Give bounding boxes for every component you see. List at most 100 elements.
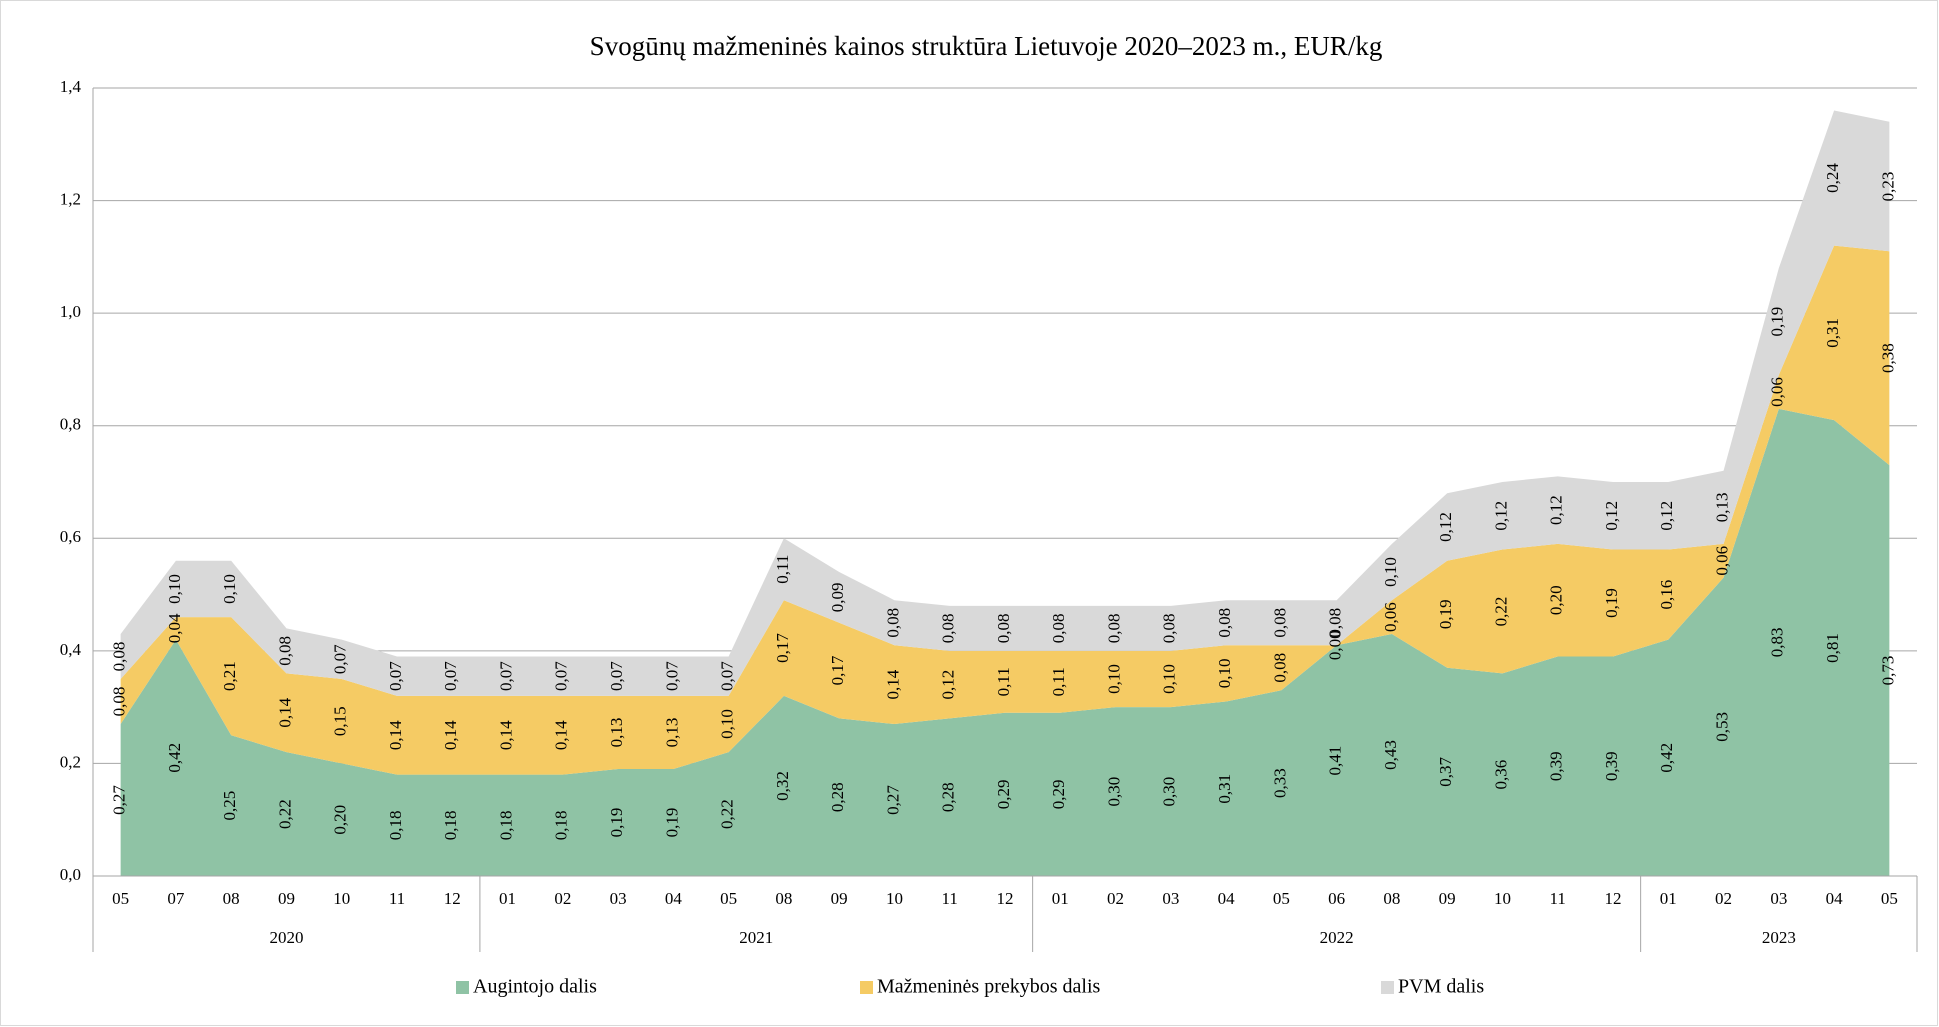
data-label: 0,24 (1823, 163, 1842, 193)
x-tick-label: 12 (444, 889, 461, 908)
data-label: 0,20 (331, 805, 350, 835)
data-label: 0,17 (828, 655, 847, 685)
data-label: 0,18 (496, 810, 515, 840)
y-tick-label: 0,6 (60, 527, 81, 546)
legend-swatch (456, 981, 469, 994)
data-label: 0,08 (1326, 608, 1345, 638)
data-label: 0,17 (773, 633, 792, 663)
area (120, 408, 1890, 876)
data-label: 0,06 (1768, 377, 1787, 407)
data-label: 0,12 (939, 670, 958, 700)
x-tick-label: 04 (1826, 889, 1844, 908)
data-label: 0,12 (1491, 501, 1510, 531)
data-label: 0,30 (1160, 777, 1179, 807)
data-label: 0,09 (828, 583, 847, 613)
y-tick-label: 0,8 (60, 415, 81, 434)
x-tick-label: 01 (1660, 889, 1677, 908)
data-label: 0,11 (994, 667, 1013, 696)
data-label: 0,07 (552, 661, 571, 691)
x-group-label: 2023 (1762, 928, 1796, 947)
x-tick-label: 12 (1605, 889, 1622, 908)
x-tick-label: 08 (775, 889, 792, 908)
data-label: 0,08 (110, 642, 129, 672)
x-tick-label: 09 (278, 889, 295, 908)
data-label: 0,07 (331, 644, 350, 674)
data-label: 0,18 (386, 810, 405, 840)
x-tick-label: 10 (1494, 889, 1511, 908)
data-label: 0,14 (441, 720, 460, 750)
data-label: 0,08 (939, 613, 958, 643)
legend-label: Augintojo dalis (473, 976, 597, 998)
data-label: 0,42 (1657, 743, 1676, 773)
data-label: 0,23 (1878, 172, 1897, 202)
data-label: 0,00 (1326, 630, 1345, 660)
data-label: 0,13 (662, 718, 681, 748)
x-tick-label: 02 (1715, 889, 1732, 908)
data-label: 0,11 (1049, 667, 1068, 696)
x-tick-label: 02 (1107, 889, 1124, 908)
data-label: 0,27 (110, 785, 129, 815)
x-tick-label: 08 (1383, 889, 1400, 908)
data-label: 0,10 (1160, 664, 1179, 694)
data-label: 0,08 (1270, 653, 1289, 683)
legend-label: Mažmeninės prekybos dalis (877, 976, 1100, 998)
data-label: 0,31 (1823, 318, 1842, 348)
x-tick-label: 03 (610, 889, 627, 908)
data-label: 0,29 (994, 780, 1013, 810)
data-label: 0,10 (1215, 658, 1234, 688)
x-tick-label: 05 (1881, 889, 1898, 908)
legend-label: PVM dalis (1398, 976, 1484, 998)
x-tick-label: 03 (1162, 889, 1179, 908)
y-tick-label: 0,0 (60, 865, 81, 884)
data-label: 0,53 (1712, 712, 1731, 742)
x-tick-label: 11 (942, 889, 958, 908)
area (120, 110, 1890, 696)
data-label: 0,07 (441, 661, 460, 691)
data-label: 0,15 (331, 706, 350, 736)
x-tick-label: 08 (223, 889, 240, 908)
x-tick-label: 09 (831, 889, 848, 908)
data-label: 0,18 (552, 810, 571, 840)
data-label: 0,08 (110, 687, 129, 717)
data-label: 0,07 (496, 661, 515, 691)
data-label: 0,20 (1547, 585, 1566, 615)
data-label: 0,10 (718, 709, 737, 739)
y-tick-label: 0,2 (60, 752, 81, 771)
x-tick-label: 04 (665, 889, 683, 908)
data-label: 0,08 (1160, 613, 1179, 643)
data-label: 0,08 (1215, 608, 1234, 638)
x-tick-label: 07 (167, 889, 185, 908)
data-label: 0,14 (552, 720, 571, 750)
data-label: 0,13 (607, 718, 626, 748)
data-label: 0,18 (441, 810, 460, 840)
x-tick-label: 12 (997, 889, 1014, 908)
x-tick-label: 10 (886, 889, 903, 908)
data-label: 0,08 (883, 608, 902, 638)
data-label: 0,22 (275, 799, 294, 829)
data-label: 0,10 (1381, 557, 1400, 587)
data-label: 0,06 (1381, 602, 1400, 632)
data-label: 0,10 (1104, 664, 1123, 694)
x-group-label: 2020 (269, 928, 303, 947)
data-label: 0,28 (828, 782, 847, 812)
data-label: 0,25 (220, 791, 239, 821)
chart-title: Svogūnų mažmeninės kainos struktūra Liet… (590, 31, 1383, 61)
x-tick-label: 04 (1218, 889, 1236, 908)
data-label: 0,12 (1657, 501, 1676, 531)
y-tick-label: 1,2 (60, 189, 81, 208)
x-group-label: 2021 (739, 928, 773, 947)
data-label: 0,07 (662, 661, 681, 691)
x-tick-label: 06 (1328, 889, 1345, 908)
data-label: 0,37 (1436, 756, 1455, 786)
y-tick-label: 0,4 (60, 640, 82, 659)
data-label: 0,22 (1491, 597, 1510, 627)
y-tick-label: 1,4 (60, 77, 82, 96)
data-label: 0,19 (1768, 307, 1787, 337)
data-label: 0,38 (1878, 343, 1897, 373)
x-tick-label: 02 (554, 889, 571, 908)
x-tick-label: 05 (720, 889, 737, 908)
data-label: 0,31 (1215, 774, 1234, 804)
data-label: 0,36 (1491, 760, 1510, 790)
data-label: 0,19 (607, 808, 626, 838)
data-label: 0,19 (662, 808, 681, 838)
